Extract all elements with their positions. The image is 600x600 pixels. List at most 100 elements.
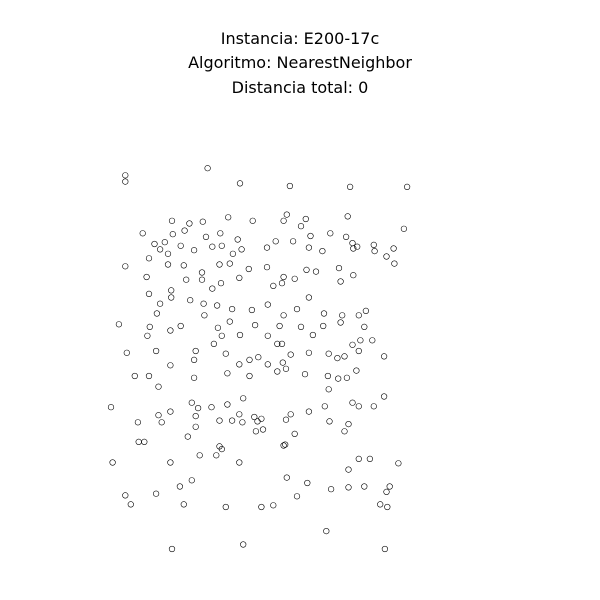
node-point-80 [301,371,309,378]
algorithm-subtitle: Algoritmo: NearestNeighbor [188,53,412,72]
node-point-107 [369,337,376,344]
node-point-95 [325,350,332,357]
node-point-171 [191,247,198,254]
node-point-11 [293,493,301,500]
node-point-190 [390,245,397,252]
node-point-215 [204,165,211,172]
node-point-15 [176,483,183,490]
node-point-30 [213,452,220,459]
node-point-75 [191,374,198,381]
node-point-88 [167,362,174,369]
node-point-137 [248,306,255,314]
node-point-2 [381,545,389,553]
node-point-136 [229,306,236,313]
node-point-113 [226,318,233,325]
node-point-81 [324,372,332,380]
node-point-47 [184,433,191,440]
node-point-26 [141,438,148,446]
node-point-177 [354,243,361,250]
node-point-3 [323,527,330,535]
node-point-116 [297,323,305,331]
distance-subtitle: Distancia total: 0 [231,78,369,97]
node-point-74 [155,383,162,390]
node-point-180 [169,231,176,238]
node-point-36 [134,419,141,426]
node-point-159 [198,269,206,276]
node-point-61 [167,408,174,415]
node-point-105 [357,337,364,344]
node-point-212 [349,240,356,247]
node-point-179 [383,253,390,260]
node-point-109 [167,327,174,334]
node-point-133 [168,294,175,301]
node-point-143 [115,321,122,328]
node-point-112 [214,324,221,331]
node-point-17 [236,459,243,466]
node-point-111 [201,312,208,319]
node-point-194 [168,217,176,224]
node-point-134 [200,300,207,307]
node-point-160 [216,261,223,268]
node-point-181 [161,239,168,246]
node-point-10 [377,501,384,508]
node-point-103 [210,340,217,348]
node-point-123 [278,340,286,348]
node-point-34 [366,455,374,463]
node-point-93 [287,351,294,358]
node-point-28 [167,459,174,466]
node-point-174 [238,246,245,253]
node-point-195 [186,220,193,227]
node-point-117 [320,322,327,330]
node-point-163 [263,264,271,271]
node-point-219 [404,183,411,190]
node-point-193 [151,240,158,248]
node-point-69 [240,395,247,402]
node-point-165 [303,266,310,274]
node-point-129 [187,297,194,304]
node-point-68 [282,416,290,423]
node-point-58 [370,403,377,410]
node-point-101 [279,359,286,366]
node-point-202 [344,213,351,220]
node-point-204 [145,255,153,262]
node-point-0 [168,545,176,553]
node-point-27 [109,459,116,466]
node-point-207 [217,230,224,237]
node-point-65 [188,399,195,406]
node-point-189 [370,241,377,248]
node-point-78 [274,368,281,375]
node-point-1 [240,541,247,548]
node-point-8 [384,503,391,511]
node-point-141 [339,312,346,319]
node-point-146 [209,285,216,292]
node-point-167 [350,272,357,279]
node-point-45 [341,428,348,435]
node-point-53 [287,411,294,418]
node-point-130 [305,294,313,301]
node-point-110 [177,322,184,330]
node-point-37 [158,419,165,426]
node-point-114 [252,322,259,329]
node-point-94 [305,349,313,356]
node-point-153 [291,275,298,282]
node-point-124 [144,332,151,339]
node-point-175 [305,244,313,251]
node-point-210 [307,232,314,240]
node-point-196 [199,218,206,225]
node-point-169 [164,250,172,257]
node-point-55 [321,403,328,410]
node-point-199 [280,217,287,224]
node-point-87 [153,347,160,355]
node-point-104 [236,361,243,368]
node-point-86 [123,349,130,356]
node-point-43 [259,426,267,433]
node-point-121 [236,331,244,339]
node-point-183 [218,242,225,249]
node-point-206 [181,227,188,234]
node-point-144 [145,290,153,298]
node-point-172 [209,243,216,250]
node-point-192 [139,230,146,237]
node-point-128 [157,300,164,307]
node-point-41 [216,417,223,424]
